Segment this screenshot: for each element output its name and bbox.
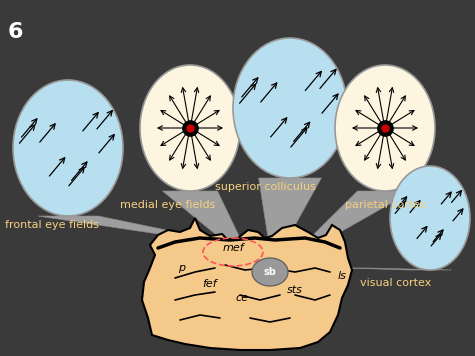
Text: fef: fef — [203, 279, 217, 289]
Polygon shape — [348, 268, 452, 270]
Text: frontal eye fields: frontal eye fields — [5, 220, 99, 230]
Ellipse shape — [233, 38, 347, 178]
Polygon shape — [38, 216, 205, 238]
Text: 6: 6 — [8, 22, 23, 42]
Ellipse shape — [140, 65, 240, 191]
Text: p: p — [179, 263, 186, 273]
Text: ce: ce — [236, 293, 248, 303]
Ellipse shape — [335, 65, 435, 191]
Text: visual cortex: visual cortex — [360, 278, 431, 288]
Text: parietal cortex: parietal cortex — [345, 200, 427, 210]
Ellipse shape — [13, 80, 123, 216]
Text: sb: sb — [264, 267, 276, 277]
Text: sts: sts — [287, 285, 303, 295]
Text: medial eye fields: medial eye fields — [120, 200, 215, 210]
Text: mef: mef — [222, 243, 244, 253]
Text: superior colliculus: superior colliculus — [215, 182, 316, 192]
Polygon shape — [310, 191, 412, 238]
Polygon shape — [259, 178, 322, 238]
Text: ls: ls — [338, 271, 346, 281]
Ellipse shape — [390, 166, 470, 270]
Polygon shape — [162, 191, 240, 238]
Polygon shape — [142, 218, 352, 350]
Ellipse shape — [252, 258, 288, 286]
